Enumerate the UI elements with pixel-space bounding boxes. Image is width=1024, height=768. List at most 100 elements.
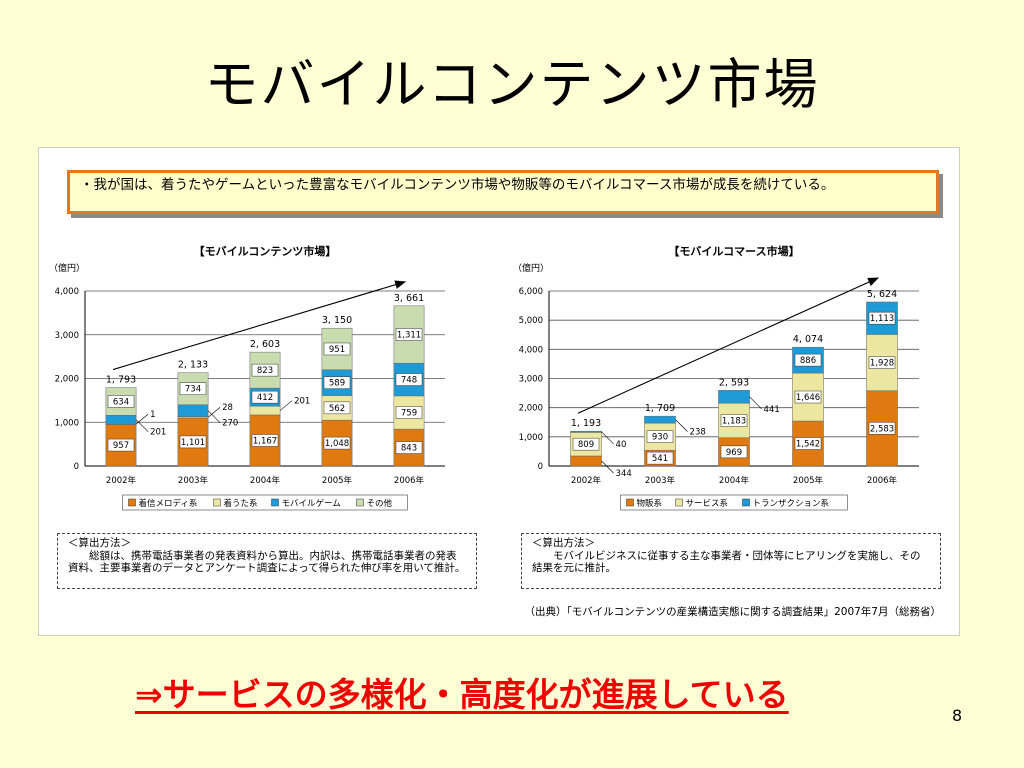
data-label-box <box>395 441 423 454</box>
data-label: 344 <box>616 469 632 479</box>
data-label-box <box>646 430 674 443</box>
bar-segment <box>177 404 209 417</box>
figure-panel: ・我が国は、着うたやゲームといった豊富なモバイルコンテンツ市場や物販等のモバイル… <box>38 147 960 636</box>
data-label: 634 <box>113 397 129 407</box>
data-label: 1 <box>150 410 155 420</box>
data-label-box <box>179 382 207 395</box>
bar-total-label: 2, 603 <box>250 339 280 350</box>
callout-leader <box>749 396 762 410</box>
data-label-box <box>572 437 600 451</box>
data-label-box <box>720 445 748 459</box>
data-label-box <box>646 451 674 465</box>
chart-title: 【モバイルコマース市場】 <box>668 244 799 258</box>
callout-leader <box>135 413 149 425</box>
y-tick-label: 6,000 <box>519 287 543 297</box>
data-label-box <box>395 373 423 386</box>
x-tick-label: 2005年 <box>322 475 353 486</box>
data-label-box <box>251 363 279 377</box>
x-tick-label: 2003年 <box>645 475 676 486</box>
data-label: 201 <box>294 397 310 407</box>
method-head-right: ＜算出方法＞ <box>532 537 595 549</box>
data-label: 28 <box>222 403 233 413</box>
x-tick-label: 2006年 <box>394 475 425 486</box>
data-label: 951 <box>329 345 345 355</box>
bar-total-label: 1, 793 <box>106 375 136 386</box>
data-label: 1,048 <box>325 439 349 449</box>
data-label: 809 <box>578 440 594 450</box>
method-head-left: ＜算出方法＞ <box>68 537 131 549</box>
y-tick-label: 1,000 <box>519 433 543 443</box>
data-label-box <box>395 328 423 341</box>
callout-leader <box>601 460 614 474</box>
conclusion-text: ⇒サービスの多様化・高度化が進展している <box>135 675 789 714</box>
y-tick-label: 2,000 <box>519 404 543 414</box>
bar-segment <box>644 415 676 424</box>
x-tick-label: 2003年 <box>178 475 209 486</box>
data-label-box <box>323 376 351 389</box>
legend-label: サービス系 <box>686 498 729 509</box>
method-box-left: ＜算出方法＞ 総額は、携帯電話事業者の発表資料から算出。内訳は、携帯電話事業者の… <box>57 533 477 589</box>
trend-arrow <box>112 280 407 371</box>
bar-total-label: 3, 661 <box>394 293 424 304</box>
bar-total-label: 3, 150 <box>322 315 352 326</box>
commerce-market-chart-wrap: 【モバイルコマース市場】 （億円） 0 1,000 2,000 3,000 4,000 5,0… <box>509 233 949 523</box>
summary-note: ・我が国は、着うたやゲームといった豊富なモバイルコンテンツ市場や物販等のモバイル… <box>67 170 939 214</box>
data-label: 748 <box>401 376 417 386</box>
y-axis-unit: （億円） <box>513 262 549 274</box>
data-label: 843 <box>401 444 417 454</box>
bar-segment <box>570 455 602 467</box>
data-label: 1,167 <box>253 436 277 446</box>
data-label-box <box>794 353 822 367</box>
data-label: 886 <box>800 356 816 366</box>
data-label: 734 <box>185 385 201 395</box>
legend-label: トランザクション系 <box>753 498 830 509</box>
slide-title: モバイルコンテンツ市場 <box>204 53 820 116</box>
y-axis-unit: （億円） <box>49 262 85 274</box>
x-tick-label: 2006年 <box>867 475 898 486</box>
data-label: 201 <box>150 428 166 438</box>
callout-leader <box>675 419 688 432</box>
legend-swatch <box>213 498 221 507</box>
x-tick-label: 2005年 <box>793 475 824 486</box>
commerce-market-chart: 【モバイルコマース市場】 （億円） 0 1,000 2,000 3,000 4,000 5,0… <box>513 244 919 511</box>
data-label: 441 <box>764 405 780 415</box>
data-label-box <box>323 436 351 450</box>
data-label: 40 <box>616 440 627 450</box>
legend-swatch <box>626 498 634 507</box>
bar-segment <box>718 390 750 404</box>
y-tick-label: 4,000 <box>519 345 543 355</box>
x-tick-label: 2004年 <box>719 475 750 486</box>
data-label-box <box>395 406 423 419</box>
chart-title: 【モバイルコンテンツ市場】 <box>194 244 337 258</box>
y-tick-label: 5,000 <box>519 316 543 326</box>
source-citation: （出典）「モバイルコンテンツの産業構造実態に関する調査結果」2007年7月（総務… <box>524 606 941 618</box>
data-label: 541 <box>652 454 668 464</box>
bar-total-label: 5, 624 <box>867 289 897 300</box>
legend-label: その他 <box>367 498 393 509</box>
y-tick-label: 3,000 <box>519 375 543 385</box>
y-tick-label: 2,000 <box>55 375 79 385</box>
data-label: 589 <box>329 379 345 389</box>
data-label-box <box>794 437 822 450</box>
data-label-box <box>107 438 135 452</box>
callout-leader <box>207 410 221 423</box>
data-label-box <box>179 435 207 449</box>
contents-market-chart-wrap: 【モバイルコンテンツ市場】 （億円） 0 1,000 2,000 3,000 4,000 95… <box>45 233 465 523</box>
data-label: 2,583 <box>870 424 894 434</box>
data-label-box <box>251 434 279 447</box>
bar-total-label: 2, 133 <box>178 360 208 371</box>
legend-label: モバイルゲーム <box>282 498 341 509</box>
legend-swatch <box>356 498 364 507</box>
trend-arrow <box>577 277 880 414</box>
data-label: 1,113 <box>870 314 894 324</box>
page-number: 8 <box>952 706 963 725</box>
data-label-box <box>868 311 896 325</box>
data-label-box <box>323 342 351 356</box>
bar-total-label: 1, 193 <box>571 418 601 429</box>
x-tick-label: 2002年 <box>571 475 602 486</box>
bar-total-label: 2, 593 <box>719 377 749 388</box>
x-tick-label: 2002年 <box>106 475 137 486</box>
bar-segment <box>249 405 281 416</box>
bar-segment <box>105 415 137 425</box>
data-label: 823 <box>257 366 273 376</box>
